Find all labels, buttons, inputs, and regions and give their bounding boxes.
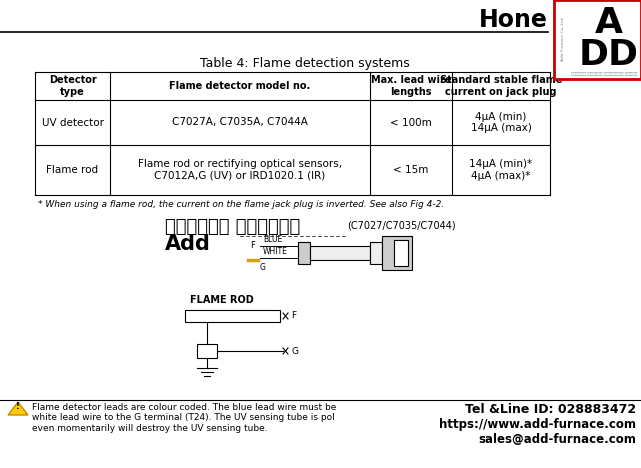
Text: BLUE: BLUE	[263, 235, 282, 244]
Text: DD: DD	[579, 38, 639, 72]
Text: A: A	[595, 6, 623, 40]
Text: !: !	[16, 402, 20, 411]
Bar	[370, 242, 382, 264]
Text: < 15m: < 15m	[394, 165, 429, 175]
Text: (C7027/C7035/C7044): (C7027/C7035/C7044)	[347, 220, 456, 230]
Text: https://www.add-furnace.com: https://www.add-furnace.com	[439, 418, 636, 431]
Bar	[554, 0, 641, 79]
Text: Tel &Line ID: 028883472: Tel &Line ID: 028883472	[465, 403, 636, 416]
Text: FLAME ROD: FLAME ROD	[190, 295, 254, 305]
Bar	[382, 236, 412, 270]
Text: 14μA (min)*
4μA (max)*: 14μA (min)* 4μA (max)*	[469, 159, 533, 181]
Text: F: F	[291, 312, 296, 321]
Text: sales@add-furnace.com: sales@add-furnace.com	[478, 433, 636, 446]
Text: Detector
type: Detector type	[49, 75, 96, 97]
Text: UV detector: UV detector	[42, 117, 103, 127]
Text: Standard stable flame
current on jack plug: Standard stable flame current on jack pl…	[440, 75, 562, 97]
Polygon shape	[8, 402, 28, 415]
Text: F: F	[250, 241, 255, 250]
Text: Flame detector leads are colour coded. The blue lead wire must be
white lead wir: Flame detector leads are colour coded. T…	[32, 403, 337, 433]
Text: Add Furnace Co.,Ltd: Add Furnace Co.,Ltd	[561, 18, 565, 61]
Text: Table 4: Flame detection systems: Table 4: Flame detection systems	[200, 57, 410, 70]
Text: Hone: Hone	[479, 8, 548, 32]
Text: * When using a flame rod, the current on the flame jack plug is inverted. See al: * When using a flame rod, the current on…	[38, 200, 444, 209]
Text: บริษัท เอดีดี เฟอร์นัส จำกัด: บริษัท เอดีดี เฟอร์นัส จำกัด	[571, 72, 637, 76]
Text: Flame detector model no.: Flame detector model no.	[169, 81, 311, 91]
Bar	[310, 246, 370, 260]
Text: Flame rod: Flame rod	[46, 165, 99, 175]
Text: Max. lead wire
lengths: Max. lead wire lengths	[370, 75, 451, 97]
Bar	[185, 310, 280, 322]
Text: G: G	[260, 263, 266, 272]
Text: < 100m: < 100m	[390, 117, 432, 127]
Bar	[298, 242, 310, 264]
Text: G: G	[291, 346, 298, 356]
Bar	[197, 344, 217, 358]
Bar	[394, 240, 408, 266]
Text: Flame rod or rectifying optical sensors,
C7012A,G (UV) or IRD1020.1 (IR): Flame rod or rectifying optical sensors,…	[138, 159, 342, 181]
Text: C7027A, C7035A, C7044A: C7027A, C7035A, C7044A	[172, 117, 308, 127]
Text: WHITE: WHITE	[263, 247, 288, 256]
Text: บริษัท เอดีดี: บริษัท เอดีดี	[165, 218, 300, 236]
Text: Add: Add	[165, 234, 211, 254]
Text: 4μA (min)
14μA (max): 4μA (min) 14μA (max)	[470, 112, 531, 133]
